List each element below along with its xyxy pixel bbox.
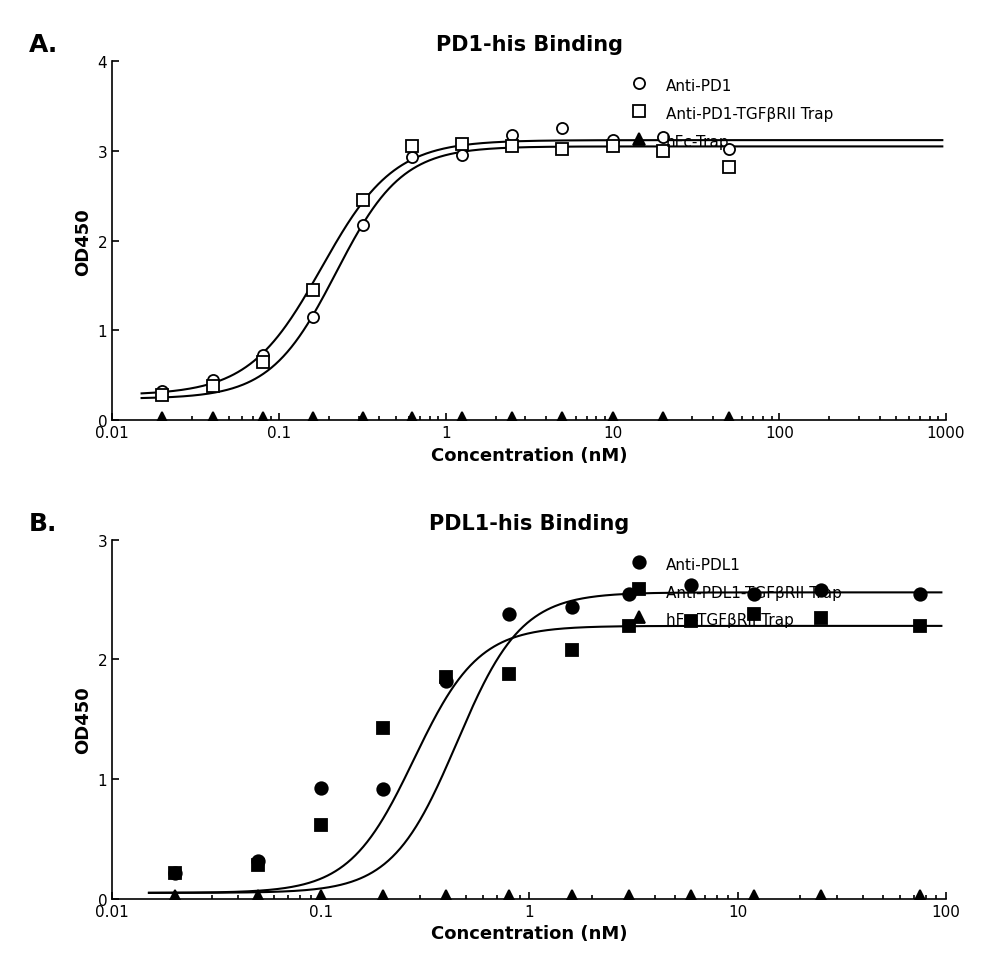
hFc-TGFβRII Trap [503,891,515,903]
Line: hFc-TGFβRII Trap: hFc-TGFβRII Trap [169,891,926,902]
Anti-PD1 [506,130,518,142]
hFc-Trap [556,413,568,425]
Anti-PD1 [657,133,669,145]
hFc-TGFβRII Trap [566,891,578,903]
Y-axis label: OD450: OD450 [74,686,92,753]
Anti-PDL1 [914,588,926,600]
Anti-PDL1 [566,601,578,613]
Anti-PD1-TGFβRII Trap [723,162,735,174]
Anti-PD1 [607,135,619,147]
Anti-PDL1-TGFβRII Trap [315,819,327,830]
Title: PD1-his Binding: PD1-his Binding [436,35,623,55]
Anti-PDL1 [377,783,389,794]
Anti-PD1 [307,312,319,323]
hFc-TGFβRII Trap [623,891,635,903]
hFc-TGFβRII Trap [815,891,827,903]
hFc-Trap [456,413,468,425]
Anti-PD1-TGFβRII Trap [556,144,568,155]
hFc-Trap [156,413,168,425]
X-axis label: Concentration (nM): Concentration (nM) [431,924,627,942]
Title: PDL1-his Binding: PDL1-his Binding [429,513,629,533]
hFc-Trap [357,413,369,425]
hFc-TGFβRII Trap [914,891,926,903]
Anti-PDL1 [440,675,452,687]
Anti-PD1-TGFβRII Trap [607,142,619,153]
Anti-PD1-TGFβRII Trap [406,142,418,153]
Legend: Anti-PDL1, Anti-PDL1-TGFβRII Trap, hFc-TGFβRII Trap: Anti-PDL1, Anti-PDL1-TGFβRII Trap, hFc-T… [620,555,842,629]
Anti-PD1-TGFβRII Trap [657,146,669,157]
Anti-PDL1-TGFβRII Trap [623,620,635,632]
Anti-PD1 [156,385,168,397]
hFc-TGFβRII Trap [169,891,181,903]
Anti-PDL1 [503,609,515,620]
hFc-TGFβRII Trap [748,891,760,903]
hFc-Trap [723,413,735,425]
Anti-PDL1-TGFβRII Trap [169,867,181,878]
hFc-TGFβRII Trap [252,891,264,903]
Anti-PD1 [406,152,418,164]
Anti-PDL1-TGFβRII Trap [566,644,578,656]
Anti-PDL1 [252,855,264,867]
Anti-PD1-TGFβRII Trap [156,390,168,402]
Line: Anti-PD1-TGFβRII Trap: Anti-PD1-TGFβRII Trap [157,139,735,402]
Anti-PD1-TGFβRII Trap [307,285,319,297]
hFc-Trap [207,413,219,425]
Anti-PDL1-TGFβRII Trap [748,609,760,620]
Anti-PDL1-TGFβRII Trap [503,668,515,680]
Anti-PDL1 [748,588,760,600]
Anti-PDL1-TGFβRII Trap [685,616,697,627]
Anti-PDL1-TGFβRII Trap [815,612,827,623]
Anti-PD1 [723,144,735,155]
Anti-PDL1-TGFβRII Trap [252,860,264,871]
hFc-Trap [257,413,269,425]
Anti-PD1 [257,350,269,361]
Anti-PDL1 [623,588,635,600]
Anti-PD1-TGFβRII Trap [357,195,369,207]
Line: hFc-Trap: hFc-Trap [157,413,735,425]
Legend: Anti-PD1, Anti-PD1-TGFβRII Trap, hFc-Trap: Anti-PD1, Anti-PD1-TGFβRII Trap, hFc-Tra… [620,77,833,151]
Anti-PDL1-TGFβRII Trap [377,722,389,734]
X-axis label: Concentration (nM): Concentration (nM) [431,446,627,464]
hFc-TGFβRII Trap [377,891,389,903]
Line: Anti-PD1: Anti-PD1 [157,124,735,397]
Anti-PD1-TGFβRII Trap [506,142,518,153]
Y-axis label: OD450: OD450 [74,207,92,276]
Anti-PD1-TGFβRII Trap [456,139,468,150]
Anti-PD1-TGFβRII Trap [207,381,219,393]
Anti-PDL1 [685,579,697,591]
hFc-TGFβRII Trap [440,891,452,903]
Anti-PDL1-TGFβRII Trap [914,620,926,632]
Anti-PD1 [556,123,568,135]
hFc-Trap [406,413,418,425]
Anti-PD1 [456,150,468,162]
Anti-PDL1 [815,584,827,596]
Anti-PD1 [207,374,219,386]
Anti-PDL1 [169,867,181,878]
hFc-Trap [307,413,319,425]
Anti-PDL1 [315,782,327,793]
hFc-TGFβRII Trap [315,891,327,903]
Line: Anti-PDL1: Anti-PDL1 [169,579,926,879]
hFc-Trap [607,413,619,425]
Line: Anti-PDL1-TGFβRII Trap: Anti-PDL1-TGFβRII Trap [169,609,926,878]
Text: B.: B. [29,511,57,535]
Anti-PDL1-TGFβRII Trap [440,672,452,684]
Anti-PD1 [357,220,369,232]
Anti-PD1-TGFβRII Trap [257,357,269,368]
Text: A.: A. [29,33,58,58]
hFc-Trap [506,413,518,425]
hFc-TGFβRII Trap [685,891,697,903]
hFc-Trap [657,413,669,425]
